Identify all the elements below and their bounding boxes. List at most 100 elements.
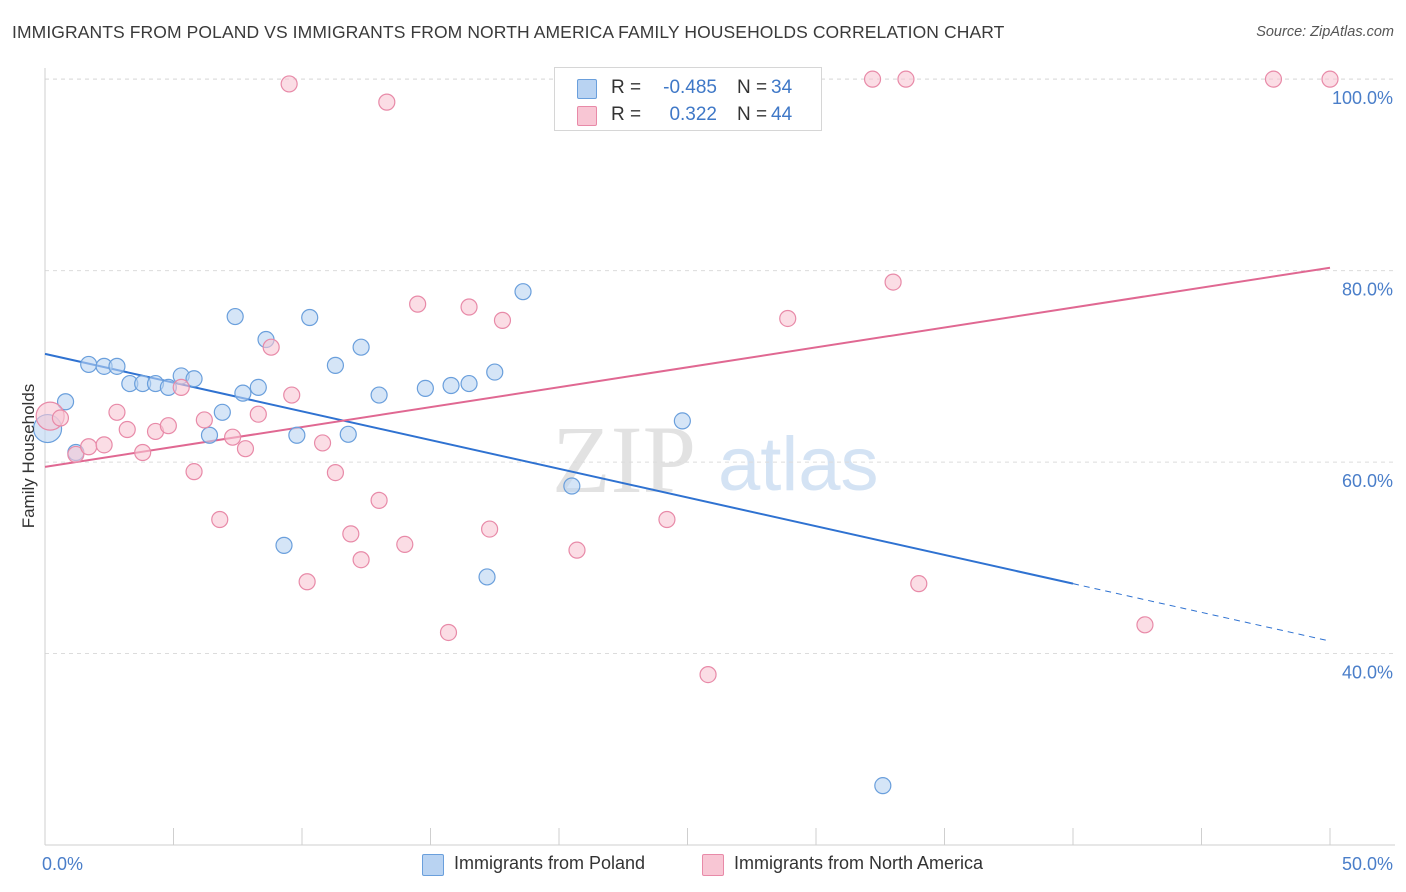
data-point-north-america [280,75,298,93]
data-point-poland [486,363,504,381]
x-tick-label: 0.0% [42,854,83,874]
legend-r-label: R = [611,77,642,98]
data-point-north-america [378,93,396,111]
data-point-poland [288,426,306,444]
data-point-north-america [1321,70,1339,88]
data-point-north-america [67,445,85,464]
y-tick-label: 80.0% [1342,280,1393,300]
data-point-poland [352,338,370,356]
data-point-north-america [298,573,316,591]
data-point-north-america [658,510,676,529]
watermark-atlas: atlas [718,422,879,507]
data-point-north-america [910,575,928,593]
data-point-north-america [185,463,203,481]
data-point-north-america [396,535,414,554]
series-legend: Immigrants from Poland Immigrants from N… [0,852,1406,878]
data-point-poland [339,425,357,443]
data-point-north-america [211,510,229,529]
data-point-poland [478,568,496,586]
series-swatch-north-america [702,854,724,876]
data-point-north-america [439,623,458,642]
legend-n-value-north-america: 44 [771,104,793,125]
watermark: ZIP atlas [552,406,879,513]
data-point-north-america [283,386,301,404]
trend-lines [44,266,1331,642]
y-tick-label: 100.0% [1332,88,1393,108]
data-point-poland [185,370,203,388]
trend-line-extension-poland [1072,583,1331,642]
series-swatch-poland [422,854,444,876]
x-tick-label: 50.0% [1342,854,1393,874]
data-point-poland [213,403,231,421]
data-point-north-america [95,436,113,454]
data-point-north-america [699,665,717,684]
gridlines [45,78,1395,655]
data-point-north-america [481,520,499,538]
data-point-north-america [236,440,255,458]
correlation-legend: R = -0.485 N = 34 R = 0.322 N = 44 [554,67,822,131]
legend-n-label: N = [737,77,768,98]
data-point-poland [563,477,581,495]
data-point-poland [56,393,75,411]
data-point-poland [673,412,691,430]
data-point-north-america [370,491,388,509]
y-axis-label: Family Households [19,384,38,529]
data-point-north-america [108,403,126,421]
data-point-north-america [884,273,902,291]
legend-r-label: R = [611,104,642,125]
legend-n-label: N = [737,104,768,125]
data-point-poland [234,384,252,402]
data-point-poland [275,536,293,554]
legend-swatch-poland [577,79,597,99]
data-point-poland [226,307,244,326]
data-point-north-america [172,378,190,397]
data-point-poland [370,386,388,404]
data-point-north-america [326,464,345,482]
data-point-north-america [118,420,136,439]
data-point-poland [326,356,345,374]
data-point-north-america [460,298,478,316]
data-point-north-america [195,411,213,429]
y-tick-label: 40.0% [1342,663,1393,683]
data-point-north-america [493,311,512,329]
trend-line-north-america [44,266,1331,468]
data-point-north-america [262,338,280,356]
axes [44,68,1395,846]
data-point-north-america [80,438,98,456]
data-point-north-america [313,434,332,452]
legend-n-value-poland: 34 [771,77,793,98]
trend-line-poland [44,352,1074,585]
y-tick-label: 60.0% [1342,471,1393,491]
chart-title: IMMIGRANTS FROM POLAND VS IMMIGRANTS FRO… [12,22,1005,42]
data-point-poland [514,283,532,301]
data-point-poland [80,355,98,374]
data-point-poland [416,379,434,397]
data-point-north-america [863,70,882,88]
data-point-north-america [352,551,370,569]
legend-swatch-north-america [577,106,597,126]
data-point-north-america [897,70,915,88]
data-point-north-america [1264,70,1283,88]
data-point-north-america [1136,616,1154,634]
data-point-north-america [159,417,177,435]
data-point-poland [200,426,219,444]
watermark-zip: ZIP [552,406,696,513]
data-point-north-america [51,409,70,427]
legend-r-value-poland: -0.485 [663,77,717,98]
data-point-poland [460,374,478,393]
tick-labels: 40.0% 60.0% 80.0% 100.0% 0.0% 50.0% [42,88,1393,874]
data-point-poland [874,777,892,795]
data-point-poland [442,376,460,395]
data-point-poland [108,357,126,375]
data-point-north-america [134,443,152,462]
data-point-north-america [779,309,797,328]
series-label-poland: Immigrants from Poland [454,853,646,873]
data-point-poland [301,308,319,327]
series-label-north-america: Immigrants from North America [734,853,984,873]
data-points [32,70,1339,795]
legend-r-value-north-america: 0.322 [669,104,717,125]
data-point-north-america [568,541,586,559]
data-point-north-america [249,405,267,423]
data-point-north-america [342,525,360,543]
